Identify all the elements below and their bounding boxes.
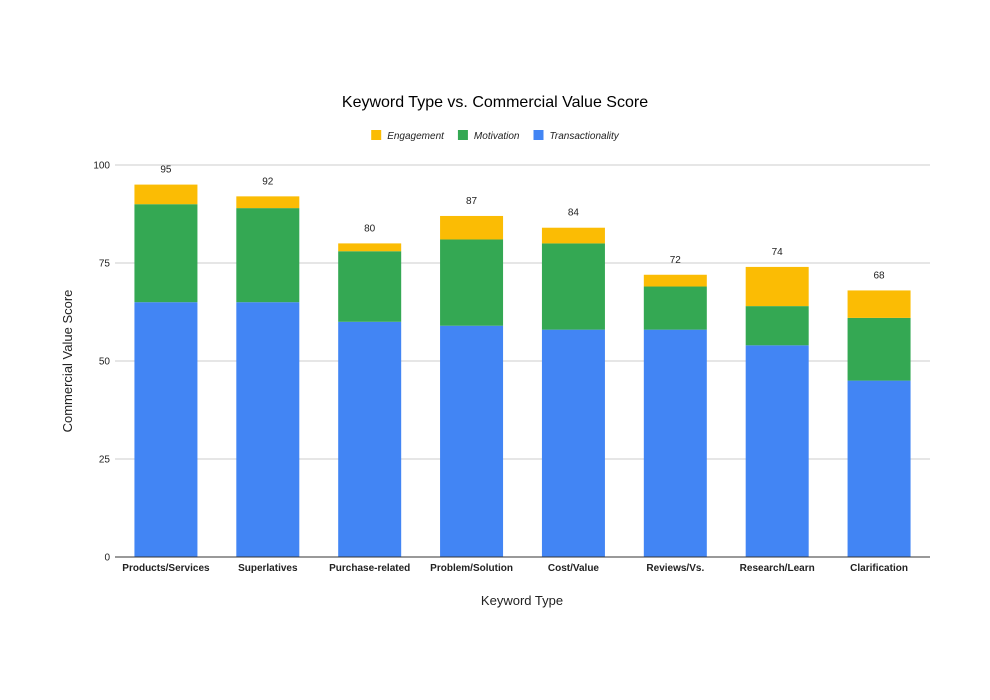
bar-segment-transactionality [134,302,198,557]
x-tick-label: Clarification [850,563,908,574]
legend-label-transactionality: Transactionality [550,131,620,142]
bar-segment-engagement [541,227,605,244]
bar-segment-motivation [236,208,300,303]
bar-segment-transactionality [541,329,605,557]
y-axis-ticks: 0 25 50 75 100 [93,161,110,564]
total-data-label: 95 [160,165,172,176]
y-tick-label: 100 [93,161,110,172]
bar-segment-motivation [541,243,605,330]
bar-segment-transactionality [643,329,707,557]
x-tick-label: Problem/Solution [430,563,513,574]
y-axis-label: Commercial Value Score [60,290,75,433]
total-data-label: 68 [874,270,886,281]
bar-segment-engagement [643,274,707,287]
bar-segment-engagement [745,266,809,307]
y-tick-label: 0 [104,553,110,564]
bar-segment-motivation [338,251,402,322]
bar-segment-motivation [134,204,198,303]
legend-swatch-motivation [457,130,468,140]
bars [134,184,911,557]
bar-segment-motivation [440,239,504,326]
bar-segment-motivation [643,286,707,330]
total-data-label: 80 [364,223,376,234]
legend: Engagement Motivation Transactionality [371,130,620,142]
bar-segment-transactionality [847,380,911,557]
bar-segment-engagement [338,243,402,252]
y-tick-label: 75 [99,259,111,270]
chart-title: Keyword Type vs. Commercial Value Score [342,94,648,111]
x-tick-label: Research/Learn [740,563,815,574]
bar-segment-transactionality [338,321,402,557]
x-tick-label: Products/Services [122,563,210,574]
x-axis-ticks: Products/Services Superlatives Purchase-re… [122,563,908,574]
bar-segment-motivation [847,317,911,381]
legend-label-engagement: Engagement [387,131,445,142]
bar-segment-engagement [440,215,504,240]
x-tick-label: Superlatives [238,563,298,574]
bar-segment-transactionality [440,325,504,557]
bar-segment-engagement [847,290,911,318]
x-axis-label: Keyword Type [481,593,563,608]
bar-segment-engagement [134,184,198,205]
legend-swatch-engagement [371,130,382,140]
total-data-label: 92 [262,176,274,187]
total-data-label: 72 [670,255,682,266]
bar-segment-engagement [236,196,300,209]
total-data-label: 87 [466,196,478,207]
legend-swatch-transactionality [533,130,544,140]
bar-segment-transactionality [745,345,809,557]
total-data-label: 84 [568,208,580,219]
bar-segment-transactionality [236,302,300,557]
y-tick-label: 50 [99,357,111,368]
bar-segment-motivation [745,306,809,346]
total-data-label: 74 [772,247,784,258]
x-tick-label: Cost/Value [548,563,600,574]
x-tick-label: Reviews/Vs. [646,563,704,574]
data-labels: 95 92 80 87 84 72 74 68 [160,165,885,282]
legend-label-motivation: Motivation [474,131,520,142]
y-tick-label: 25 [99,455,111,466]
x-tick-label: Purchase-related [329,563,410,574]
